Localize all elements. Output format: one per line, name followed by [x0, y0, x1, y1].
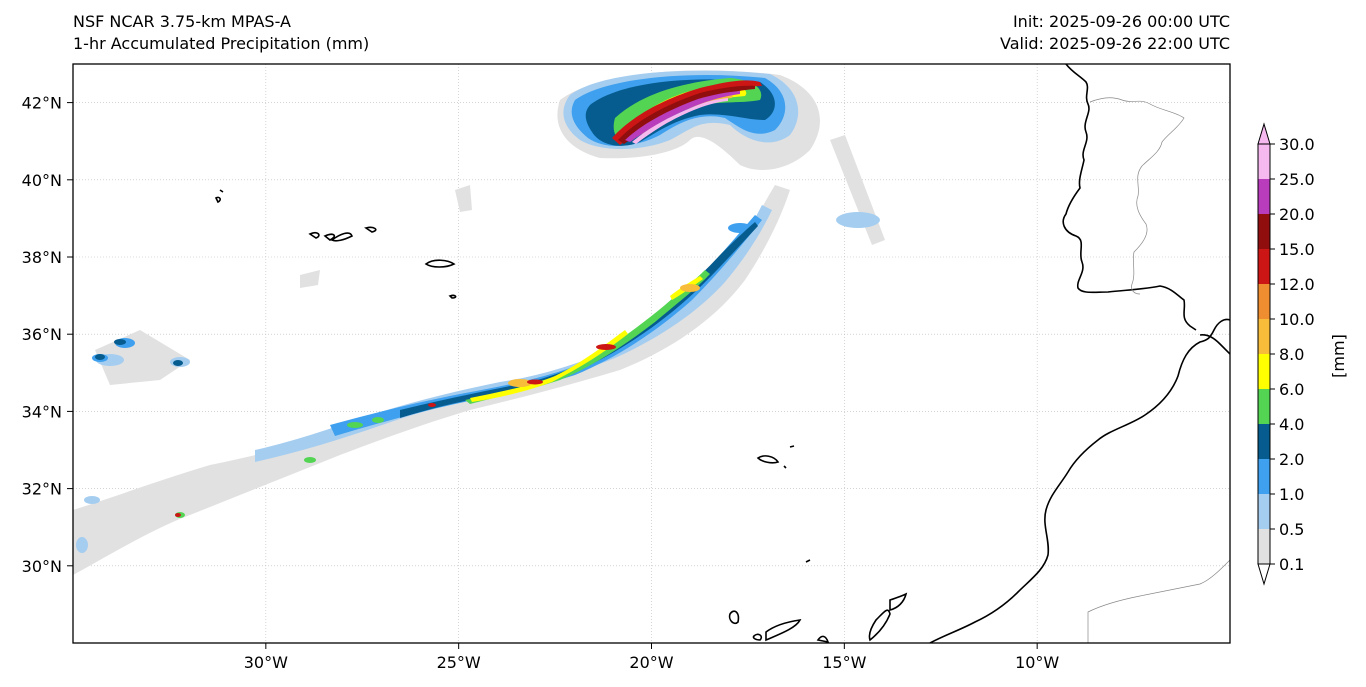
colorbar-extend-max — [1257, 122, 1271, 145]
africa-coast — [929, 318, 1230, 643]
colorbar-tick-label: 6.0 — [1279, 380, 1304, 399]
portugal-spain-border — [1089, 97, 1185, 295]
colorbar-bin — [1258, 214, 1270, 249]
colorbar-tick-label: 30.0 — [1279, 135, 1315, 154]
precip-12-30mm — [175, 80, 762, 517]
gridlines — [73, 64, 1230, 643]
lat-tick-label: 34°N — [22, 402, 62, 421]
colorbar-bin — [1258, 494, 1270, 529]
colorbar-unit-label: [mm] — [1329, 334, 1348, 378]
lat-tick-label: 32°N — [22, 480, 62, 499]
iberia-coast — [1062, 64, 1197, 331]
title-right: Init: 2025-09-26 00:00 UTC Valid: 2025-0… — [1000, 11, 1230, 55]
colorbar-tick-label: 10.0 — [1279, 310, 1315, 329]
colorbar-tick-label: 15.0 — [1279, 240, 1315, 259]
lat-tick-label: 30°N — [22, 557, 62, 576]
colorbar-bin — [1258, 389, 1270, 424]
colorbar-bin — [1258, 424, 1270, 459]
colorbar-bin — [1258, 249, 1270, 284]
colorbar-bin — [1258, 354, 1270, 389]
country-borders — [1087, 97, 1230, 643]
lon-tick-label: 25°W — [437, 653, 481, 672]
colorbar-tick-label: 20.0 — [1279, 205, 1315, 224]
valid-time: Valid: 2025-09-26 22:00 UTC — [999, 34, 1230, 53]
lat-tick-label: 42°N — [22, 94, 62, 113]
madeira-islands — [756, 445, 795, 469]
colorbar-bin — [1258, 284, 1270, 319]
colorbar: 0.1 0.5 1.0 2.0 4.0 6.0 8.0 10.0 12.0 15.0 20.0 25.… — [1257, 122, 1315, 586]
lon-tick-label: 20°W — [629, 653, 673, 672]
canary-islands — [728, 559, 908, 643]
coastlines — [214, 64, 1230, 643]
model-title: NSF NCAR 3.75-km MPAS-A — [73, 12, 291, 31]
longitude-axis: 30°W 25°W 20°W 15°W 10°W — [244, 643, 1059, 672]
lon-tick-label: 15°W — [822, 653, 866, 672]
colorbar-bin — [1258, 459, 1270, 494]
lat-tick-label: 38°N — [22, 248, 62, 267]
colorbar-tick-label: 4.0 — [1279, 415, 1304, 434]
light-precip-shield — [73, 185, 790, 575]
colorbar-tick-label: 0.5 — [1279, 520, 1304, 539]
colorbar-tick-label: 8.0 — [1279, 345, 1304, 364]
colorbar-bin — [1258, 179, 1270, 214]
init-time: Init: 2025-09-26 00:00 UTC — [1012, 12, 1230, 31]
morocco-western-sahara-border — [1087, 559, 1230, 643]
colorbar-bin — [1258, 529, 1270, 564]
colorbar-tick-label: 25.0 — [1279, 170, 1315, 189]
colorbar-tick-label: 2.0 — [1279, 450, 1304, 469]
colorbar-bin — [1258, 319, 1270, 354]
lon-tick-label: 10°W — [1015, 653, 1059, 672]
azores-islands — [214, 189, 457, 299]
colorbar-tick-label: 0.1 — [1279, 555, 1304, 574]
lat-tick-label: 36°N — [22, 325, 62, 344]
latitude-axis: 30°N 32°N 34°N 36°N 38°N 40°N 42°N — [22, 94, 73, 576]
title-left: NSF NCAR 3.75-km MPAS-A 1-hr Accumulated… — [73, 11, 369, 55]
field-title: 1-hr Accumulated Precipitation (mm) — [73, 34, 370, 53]
colorbar-bin — [1258, 144, 1270, 179]
lat-tick-label: 40°N — [22, 171, 62, 190]
colorbar-tick-label: 12.0 — [1279, 275, 1315, 294]
colorbar-extend-min — [1257, 563, 1271, 586]
lon-tick-label: 30°W — [244, 653, 288, 672]
colorbar-tick-label: 1.0 — [1279, 485, 1304, 504]
precipitation-field — [73, 70, 885, 575]
